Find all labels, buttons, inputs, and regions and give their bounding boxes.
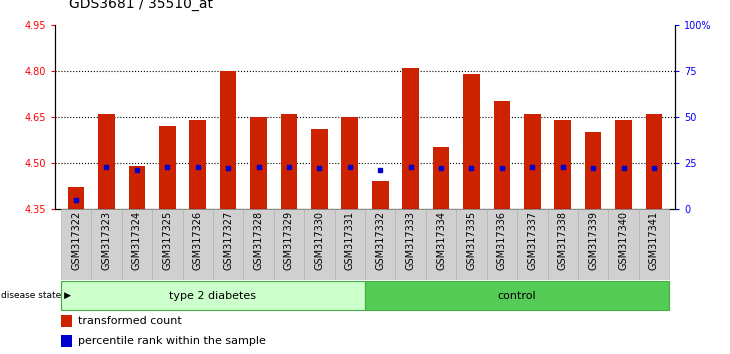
Text: GSM317339: GSM317339: [588, 211, 598, 270]
Text: GSM317338: GSM317338: [558, 211, 568, 270]
Bar: [61, 315, 72, 327]
Text: GSM317325: GSM317325: [162, 211, 172, 270]
Bar: [426, 209, 456, 280]
Bar: [91, 209, 122, 280]
Bar: [396, 209, 426, 280]
Bar: [61, 335, 72, 347]
Text: GSM317329: GSM317329: [284, 211, 294, 270]
Bar: [639, 209, 669, 280]
Text: GSM317331: GSM317331: [345, 211, 355, 270]
Text: GSM317328: GSM317328: [253, 211, 264, 270]
Bar: [250, 117, 267, 209]
Bar: [493, 102, 510, 209]
Bar: [280, 114, 297, 209]
Text: GSM317335: GSM317335: [466, 211, 477, 270]
Text: GSM317336: GSM317336: [497, 211, 507, 270]
Text: GSM317326: GSM317326: [193, 211, 203, 270]
Text: GSM317327: GSM317327: [223, 211, 233, 270]
Bar: [189, 120, 206, 209]
Bar: [365, 209, 396, 280]
Bar: [68, 187, 85, 209]
Text: GSM317341: GSM317341: [649, 211, 659, 270]
Bar: [372, 181, 388, 209]
Bar: [243, 209, 274, 280]
Bar: [433, 148, 450, 209]
Bar: [122, 209, 152, 280]
Bar: [402, 68, 419, 209]
Text: GSM317334: GSM317334: [436, 211, 446, 270]
Bar: [61, 281, 365, 310]
Bar: [159, 126, 176, 209]
Bar: [585, 132, 602, 209]
Text: GSM317337: GSM317337: [527, 211, 537, 270]
Text: GSM317333: GSM317333: [406, 211, 415, 270]
Bar: [608, 209, 639, 280]
Bar: [548, 209, 578, 280]
Text: GSM317332: GSM317332: [375, 211, 385, 270]
Text: percentile rank within the sample: percentile rank within the sample: [78, 336, 266, 346]
Bar: [304, 209, 334, 280]
Text: GSM317324: GSM317324: [132, 211, 142, 270]
Bar: [213, 209, 243, 280]
Bar: [365, 281, 669, 310]
Text: transformed count: transformed count: [78, 316, 182, 326]
Bar: [554, 120, 571, 209]
Text: control: control: [498, 291, 537, 301]
Bar: [517, 209, 548, 280]
Bar: [645, 114, 662, 209]
Bar: [61, 209, 91, 280]
Bar: [334, 209, 365, 280]
Bar: [274, 209, 304, 280]
Text: GDS3681 / 35510_at: GDS3681 / 35510_at: [69, 0, 213, 11]
Bar: [487, 209, 517, 280]
Bar: [98, 114, 115, 209]
Bar: [524, 114, 541, 209]
Text: disease state ▶: disease state ▶: [1, 291, 71, 300]
Bar: [456, 209, 487, 280]
Bar: [152, 209, 182, 280]
Bar: [578, 209, 608, 280]
Bar: [220, 71, 237, 209]
Bar: [342, 117, 358, 209]
Bar: [128, 166, 145, 209]
Text: GSM317322: GSM317322: [71, 211, 81, 270]
Text: GSM317323: GSM317323: [101, 211, 112, 270]
Bar: [615, 120, 632, 209]
Text: type 2 diabetes: type 2 diabetes: [169, 291, 256, 301]
Bar: [311, 129, 328, 209]
Text: GSM317330: GSM317330: [315, 211, 324, 270]
Text: GSM317340: GSM317340: [618, 211, 629, 270]
Bar: [463, 74, 480, 209]
Bar: [182, 209, 213, 280]
